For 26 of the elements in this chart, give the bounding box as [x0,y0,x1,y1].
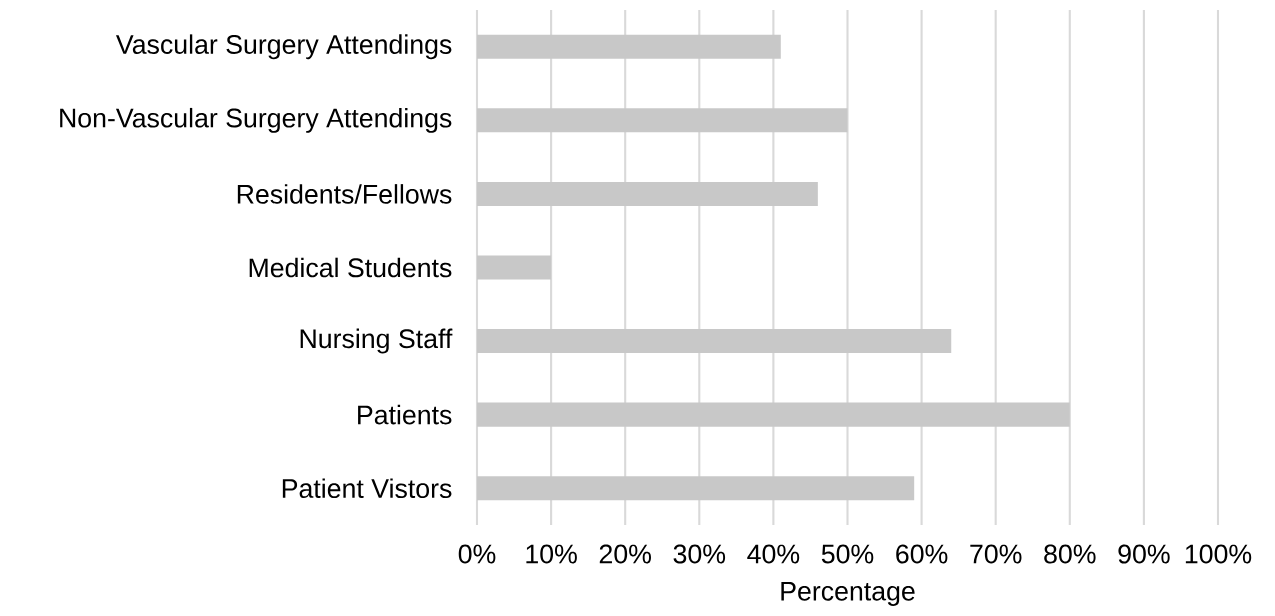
x-tick-label: 50% [821,544,874,564]
x-tick-label: 70% [970,544,1022,564]
y-tick-label: Nursing Staff [300,328,453,354]
x-tick-label: 80% [1044,544,1096,564]
x-tick-label: 20% [599,544,651,564]
y-tick-label: Patient Vistors [282,478,452,499]
y-tick-label: Residents/Fellows [237,184,452,204]
bar [476,329,952,354]
x-tick-label: 30% [673,544,726,564]
bar [476,108,848,133]
x-tick-label: 90% [1118,544,1170,564]
x-tick-label: 60% [896,544,948,564]
x-tick-label: 100% [1185,544,1252,564]
x-tick-label: 40% [747,544,800,564]
x-axis-title: Percentage [781,581,915,606]
bar [476,476,915,501]
bar [476,402,1070,427]
x-tick-label: 10% [526,544,577,564]
y-tick-label: Patients [358,404,452,425]
bar [476,34,781,59]
y-tick-label: Vascular Surgery Attendings [115,34,452,60]
y-tick-label: Non-Vascular Surgery Attendings [60,107,452,133]
y-tick-label: Medical Students [249,257,452,278]
bar [476,255,552,280]
bar [476,181,818,206]
x-tick-label: 0% [458,544,496,564]
